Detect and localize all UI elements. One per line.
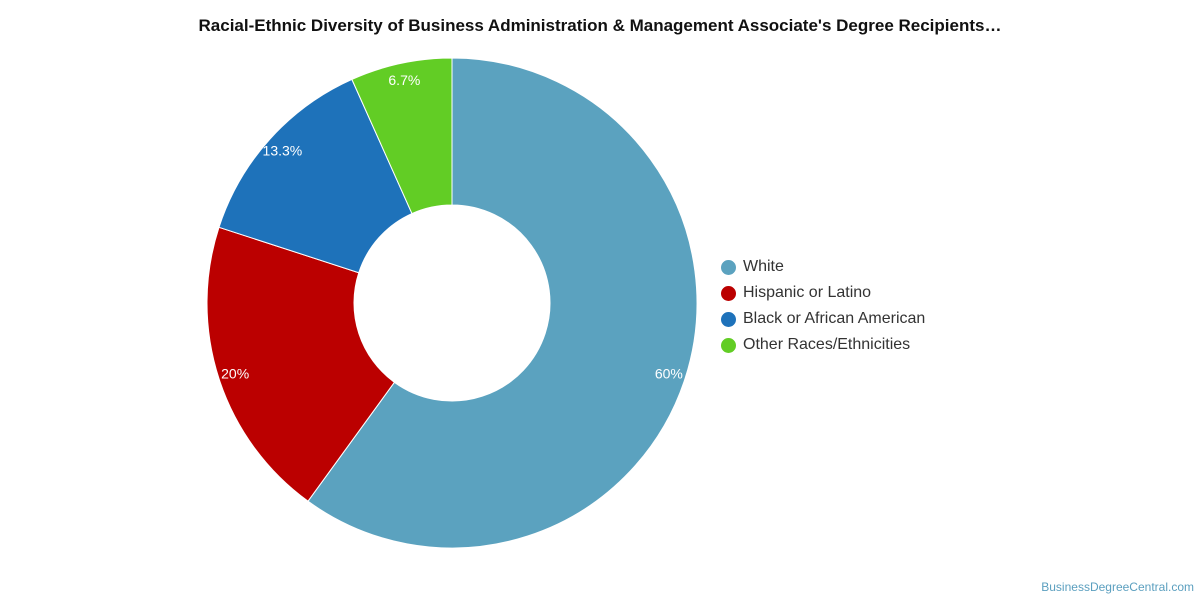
- slice-other-races-ethnicities[interactable]: [351, 57, 453, 215]
- legend-swatch-black-or-african-american: [721, 311, 736, 327]
- legend-item-white[interactable]: White: [721, 254, 925, 280]
- slice-black-or-african-american[interactable]: [218, 78, 413, 274]
- legend-swatch-white: [721, 259, 736, 275]
- slice-label-white: 60%: [655, 365, 683, 381]
- legend-label-black-or-african-american: Black or African American: [743, 310, 926, 327]
- legend-item-other-races-ethnicities[interactable]: Other Races/Ethnicities: [721, 332, 925, 358]
- legend-item-hispanic-or-latino[interactable]: Hispanic or Latino: [721, 280, 925, 306]
- chart-legend: White Hispanic or Latino Black or Africa…: [721, 254, 925, 358]
- legend-swatch-hispanic-or-latino: [721, 285, 736, 301]
- legend-label-hispanic-or-latino: Hispanic or Latino: [743, 284, 872, 301]
- slice-label-black-or-african-american: 13.3%: [263, 143, 303, 159]
- chart-title: Racial-Ethnic Diversity of Business Admi…: [198, 16, 1002, 35]
- legend-swatch-other-races-ethnicities: [721, 337, 736, 353]
- slice-hispanic-or-latino[interactable]: [206, 226, 396, 502]
- source-credit[interactable]: BusinessDegreeCentral.com: [1041, 580, 1194, 594]
- legend-label-other-races-ethnicities: Other Races/Ethnicities: [743, 336, 911, 353]
- slice-white[interactable]: [307, 57, 698, 549]
- slice-label-hispanic-or-latino: 20%: [221, 365, 249, 381]
- legend-label-white: White: [743, 258, 784, 275]
- legend-item-black-or-african-american[interactable]: Black or African American: [721, 306, 925, 332]
- slice-label-other-races-ethnicities: 6.7%: [388, 72, 420, 88]
